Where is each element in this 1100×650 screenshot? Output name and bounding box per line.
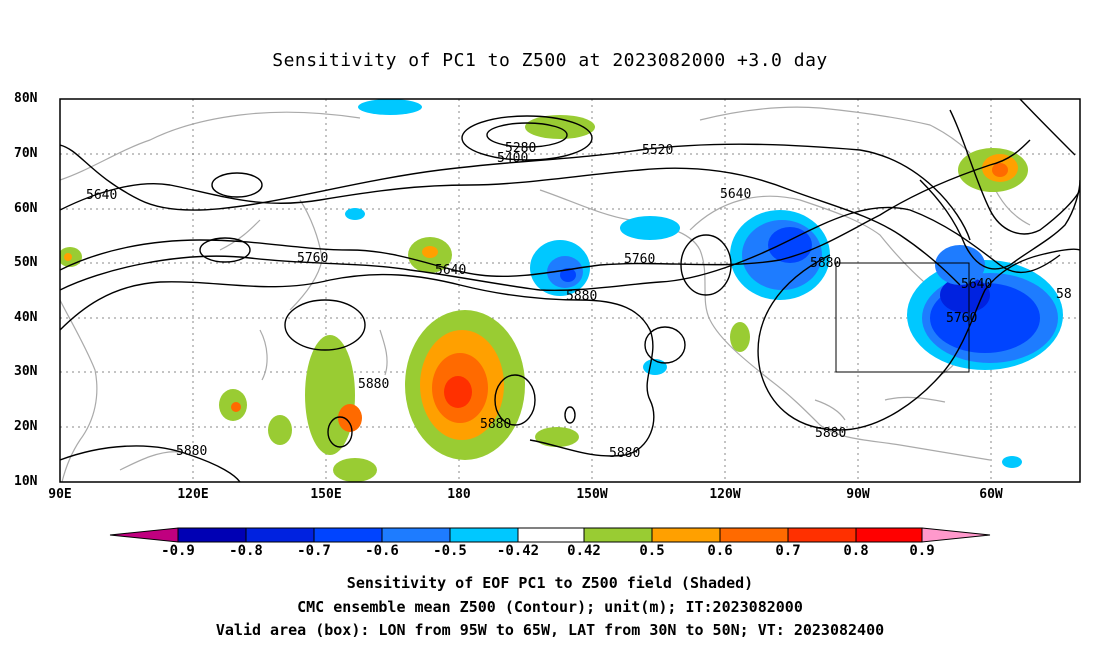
z500-contours [60,99,1080,482]
sensitivity-shading [60,99,1063,482]
lon-label: 90W [846,487,870,502]
colorbar-label: 0.8 [843,543,869,559]
colorbar-label: -0.5 [433,543,467,559]
lat-label: 80N [14,91,38,106]
contour-label: 5880 [358,377,389,392]
lat-label: 70N [14,146,38,161]
colorbar-label: 0.6 [707,543,733,559]
map-area: 5280 5400 5520 5640 5640 5640 5640 5760 … [60,99,1080,482]
colorbar-label: 0.42 [567,543,601,559]
lon-label: 120E [177,487,209,502]
lat-label: 60N [14,201,38,216]
map-title: Sensitivity of PC1 to Z500 at 2023082000… [272,50,828,71]
colorbar [109,527,991,543]
contour-label: 5760 [297,251,328,266]
lat-label: 10N [14,474,38,489]
coastlines [60,106,1031,482]
valid-area-box [835,262,970,373]
map-frame [59,98,1081,483]
lon-label: 120W [709,487,741,502]
colorbar-label: 0.9 [909,543,935,559]
contour-label: 5280 [505,141,536,156]
contour-label: 5760 [624,252,655,267]
contour-label: 5400 [497,151,528,166]
colorbar-label: -0.8 [229,543,263,559]
contour-label: 5640 [435,263,466,278]
caption-line: Sensitivity of EOF PC1 to Z500 field (Sh… [346,574,754,592]
lat-label: 50N [14,255,38,270]
lon-label: 90E [48,487,72,502]
lon-label: 180 [447,487,471,502]
contour-label: 5640 [720,187,751,202]
contour-labels: 5280 5400 5520 5640 5640 5640 5640 5760 … [86,141,1072,461]
contour-label: 5880 [566,289,597,304]
contour-label: 5880 [176,444,207,459]
colorbar-end-low [109,527,179,543]
contour-label: 5880 [609,446,640,461]
lat-label: 30N [14,364,38,379]
contour-label: 5760 [946,311,977,326]
colorbar-end-high [921,527,991,543]
caption-line: CMC ensemble mean Z500 (Contour); unit(m… [297,598,803,616]
caption-line: Valid area (box): LON from 95W to 65W, L… [215,621,885,639]
lat-label: 40N [14,310,38,325]
lon-label: 150E [310,487,342,502]
contour-label: 5640 [961,277,992,292]
colorbar-label: -0.7 [297,543,331,559]
contour-label: 5880 [810,256,841,271]
lon-label: 150W [576,487,608,502]
contour-label: 5640 [86,188,117,203]
contour-label: 58 [1056,287,1072,302]
lat-label: 20N [14,419,38,434]
colorbar-label: -0.42 [496,543,540,559]
contour-label: 5520 [642,143,673,158]
lon-label: 60W [979,487,1003,502]
colorbar-label: -0.6 [365,543,399,559]
colorbar-label: 0.7 [775,543,801,559]
colorbar-label: -0.9 [161,543,195,559]
contour-label: 5880 [815,426,846,441]
colorbar-label: 0.5 [639,543,665,559]
contour-label: 5880 [480,417,511,432]
